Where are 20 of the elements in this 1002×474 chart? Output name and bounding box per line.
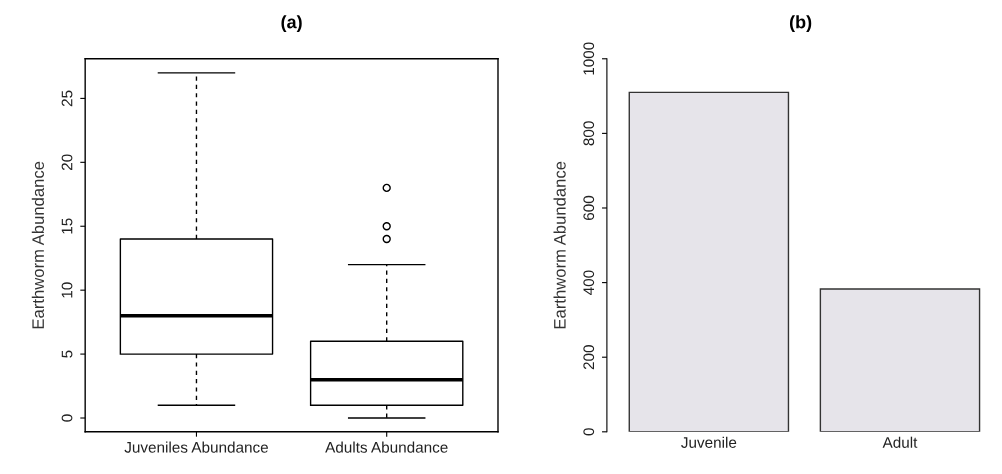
y-tick-label: 1000 xyxy=(583,42,595,75)
y-tick-label: 0 xyxy=(583,428,595,436)
y-tick-label: 600 xyxy=(583,195,595,220)
y-tick-label: 20 xyxy=(61,154,73,171)
x-tick-label: Juvenile xyxy=(681,436,737,448)
y-tick-label: 400 xyxy=(583,270,595,295)
y-tick-label: 25 xyxy=(61,90,73,107)
y-tick-label: 15 xyxy=(61,218,73,234)
y-tick-label: 0 xyxy=(61,414,73,422)
y-tick-label: 5 xyxy=(61,350,73,358)
y-tick-label: 800 xyxy=(583,121,595,146)
x-tick-label: Juveniles Abundance xyxy=(124,441,268,453)
y-tick-label: 200 xyxy=(583,345,595,370)
chart-title: (b) xyxy=(789,15,812,32)
y-tick-label: 10 xyxy=(61,282,73,298)
y-axis-title: Earthworm Abundance xyxy=(553,161,566,329)
x-tick-label: Adult xyxy=(882,436,918,448)
chart-title: (a) xyxy=(281,15,302,32)
y-axis-title: Earthworm Abundance xyxy=(31,161,45,329)
x-tick-label: Adults Abundance xyxy=(325,441,448,453)
